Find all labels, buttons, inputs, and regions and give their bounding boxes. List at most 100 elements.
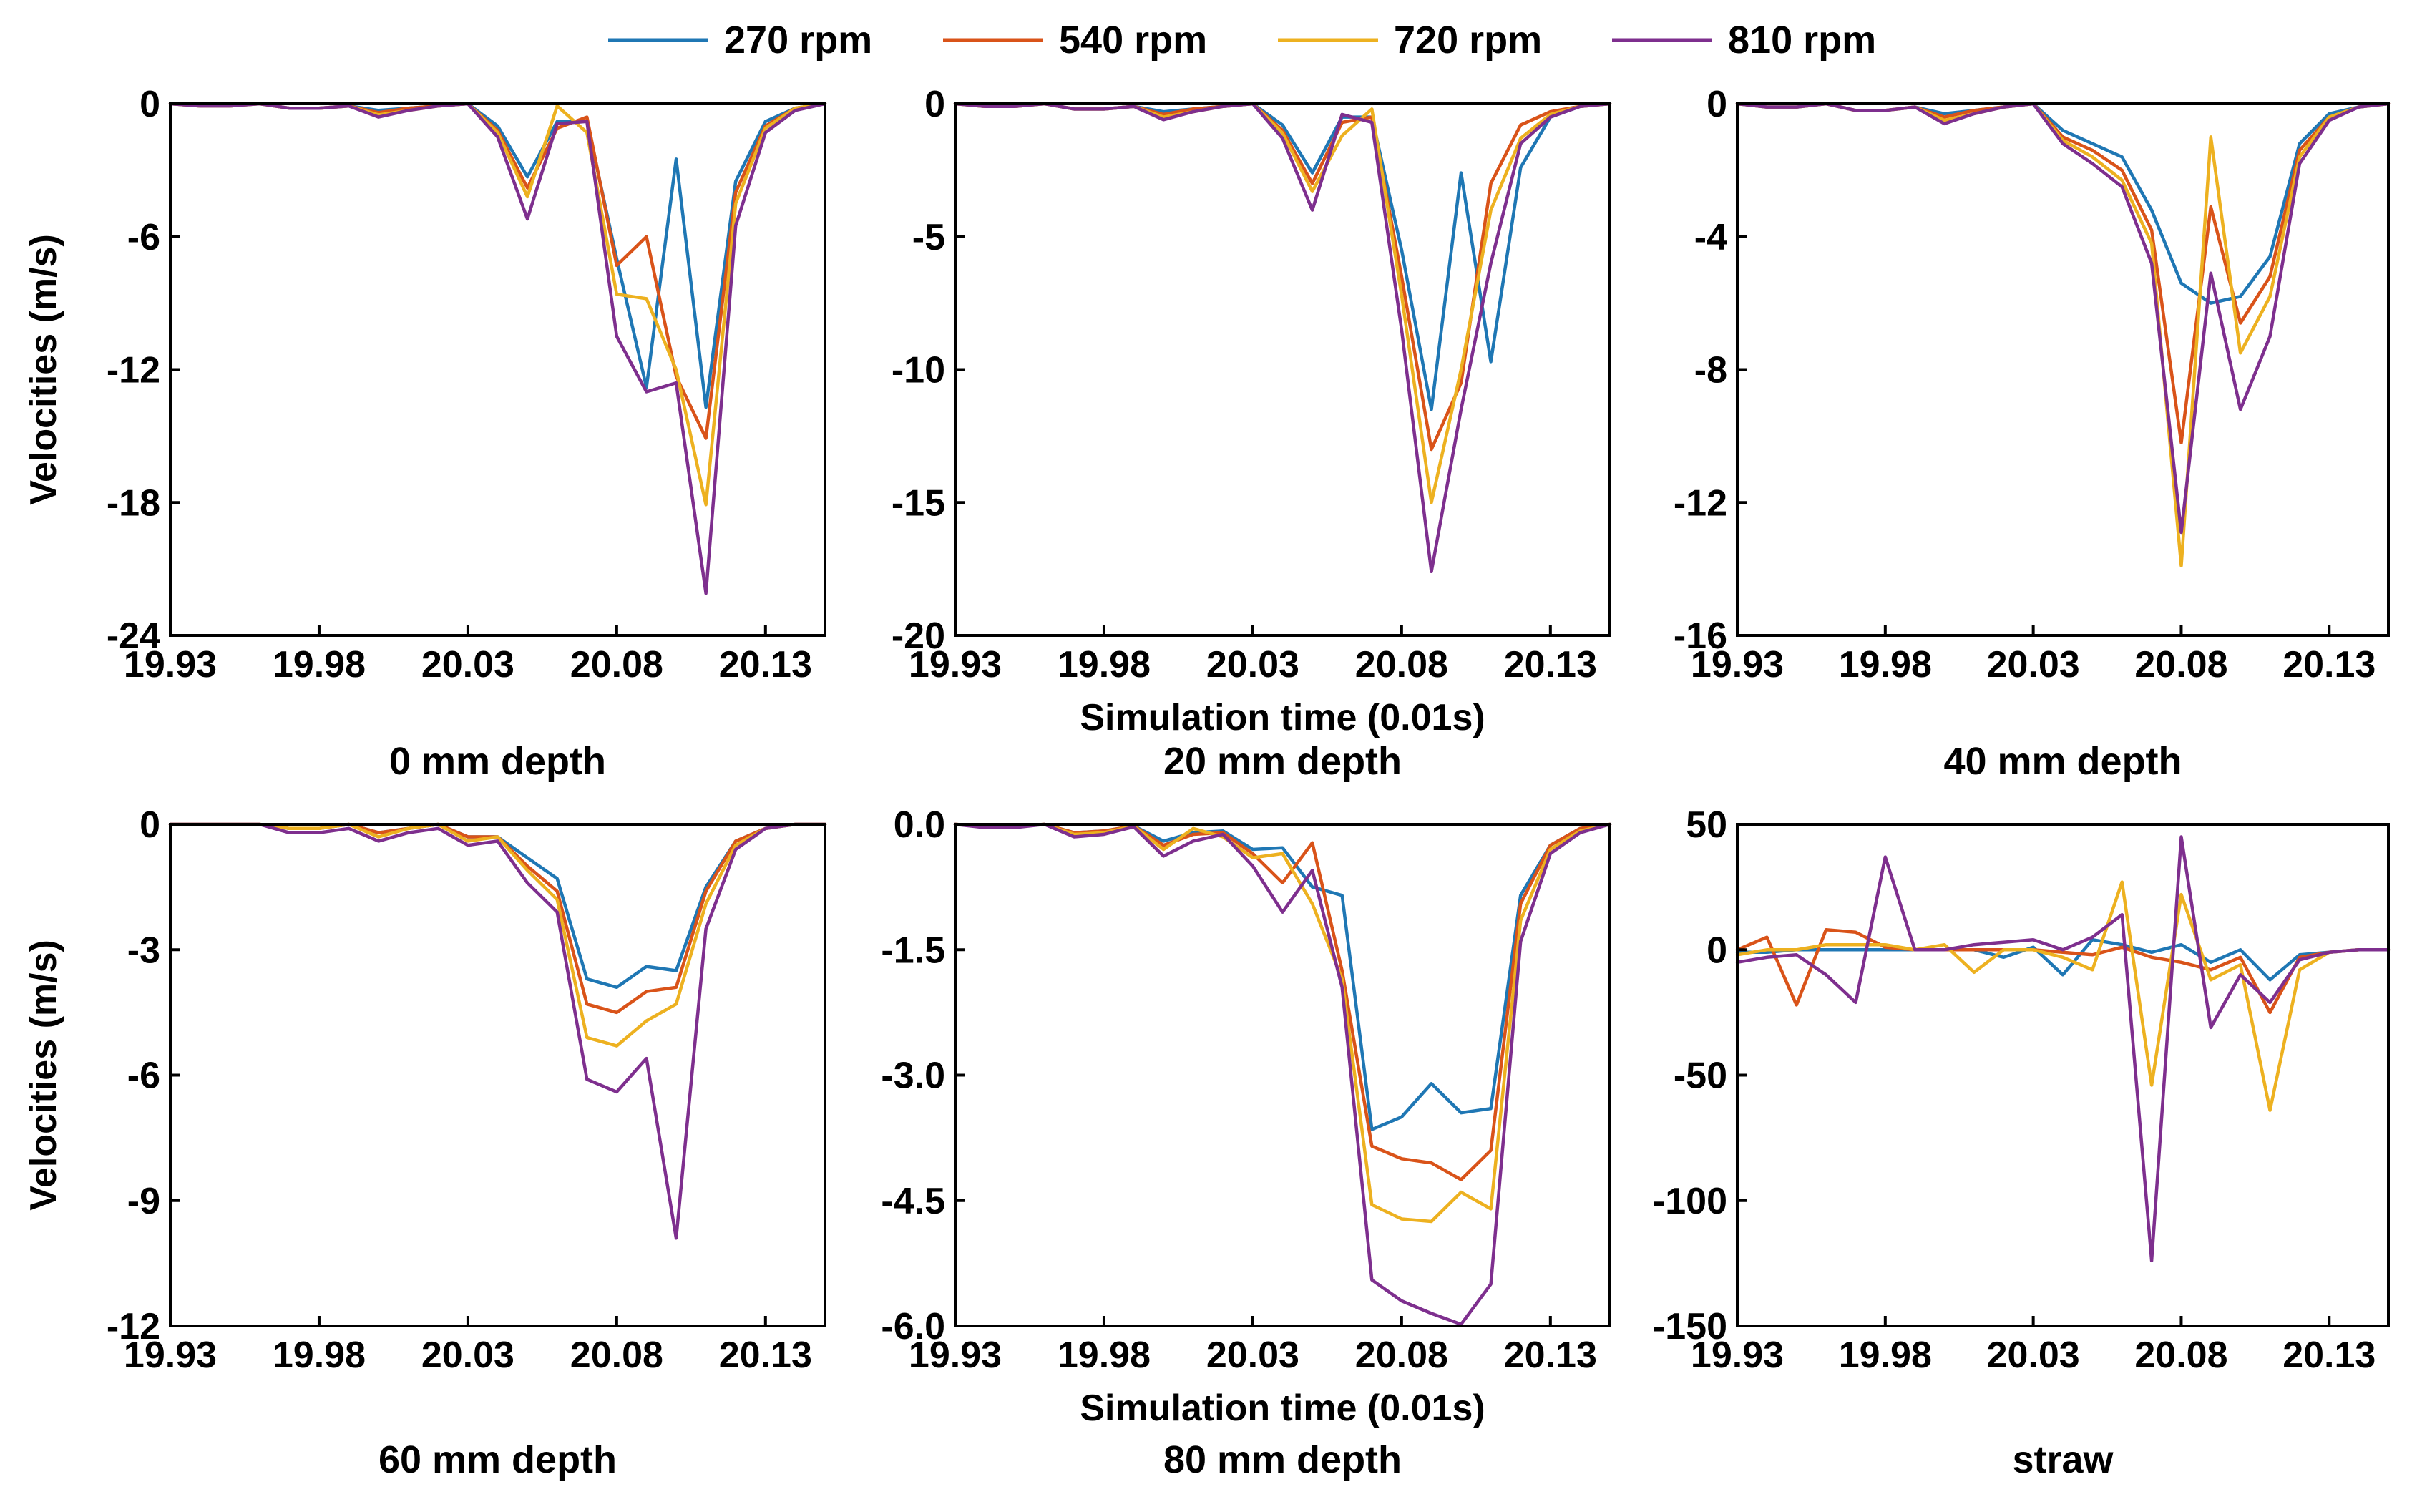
series-line-810-rpm-60mm — [168, 822, 827, 1240]
series-line-720-rpm-60mm — [168, 822, 827, 1048]
y-tick-label: -8 — [1694, 350, 1727, 391]
x-tick-label: 20.08 — [1355, 1335, 1448, 1376]
x-tick-label: 20.13 — [2282, 1335, 2376, 1376]
legend: 270 rpm 540 rpm 720 rpm 810 rpm — [608, 19, 1876, 62]
panel-title-40mm: 40 mm depth — [1943, 740, 2182, 783]
x-tick-label: 20.03 — [1206, 644, 1299, 686]
x-tick-label: 20.08 — [2134, 1335, 2227, 1376]
legend-item-720[interactable]: 720 rpm — [1278, 19, 1542, 62]
y-tick-label: -4.5 — [881, 1181, 945, 1222]
y-axis-label: Velocities (m/s) — [23, 234, 64, 505]
legend-label-540: 540 rpm — [1059, 19, 1207, 62]
plot-frame-straw — [1736, 823, 2390, 1327]
x-tick-label: 20.13 — [2282, 644, 2376, 686]
legend-item-540[interactable]: 540 rpm — [943, 19, 1207, 62]
series-line-270-rpm-20mm — [953, 102, 1612, 411]
panel-title-20mm: 20 mm depth — [1163, 740, 1402, 783]
x-tick-label: 20.03 — [1206, 1335, 1299, 1376]
x-tick-label: 19.93 — [909, 1335, 1002, 1376]
x-tick-label: 20.13 — [719, 1335, 812, 1376]
panel-title-0mm: 0 mm depth — [389, 740, 606, 783]
y-tick-label: -12 — [107, 1306, 160, 1347]
y-tick-label: 0.0 — [894, 804, 945, 846]
y-tick-label: -24 — [107, 615, 160, 657]
legend-label-720: 720 rpm — [1394, 19, 1542, 62]
y-tick-label: -9 — [127, 1181, 160, 1222]
series-line-810-rpm-80mm — [953, 822, 1612, 1326]
series-line-810-rpm-straw — [1735, 835, 2391, 1263]
series-line-720-rpm-0mm — [168, 102, 827, 507]
panel-80mm: 0.0 -1.5 -3.0 -4.5 -6.019.93 19.98 20.03 20.08 2… — [881, 804, 1612, 1481]
y-tick-label: -4 — [1694, 217, 1727, 258]
panel-title-straw: straw — [2012, 1438, 2114, 1481]
x-tick-label: 19.93 — [1691, 644, 1784, 686]
y-axis-label: Velocities (m/s) — [23, 940, 64, 1211]
legend-label-810: 810 rpm — [1728, 19, 1876, 62]
y-tick-label: -6.0 — [881, 1306, 945, 1347]
y-tick-label: 50 — [1686, 804, 1727, 846]
y-tick-label: 0 — [924, 84, 945, 125]
y-tick-label: -3.0 — [881, 1055, 945, 1097]
x-tick-label: 20.08 — [570, 644, 663, 686]
x-tick-label: 20.08 — [2134, 644, 2227, 686]
series-line-540-rpm-40mm — [1735, 102, 2391, 444]
y-tick-label: -3 — [127, 930, 160, 971]
legend-label-270: 270 rpm — [724, 19, 872, 62]
y-tick-label: -1.5 — [881, 930, 945, 971]
y-tick-label: 0 — [140, 804, 160, 846]
x-tick-label: 19.98 — [273, 644, 366, 686]
series-line-720-rpm-straw — [1735, 880, 2391, 1112]
x-tick-label: 19.98 — [273, 1335, 366, 1376]
y-tick-label: -20 — [892, 615, 945, 657]
x-tick-label: 19.93 — [124, 644, 217, 686]
x-tick-label: 20.13 — [1504, 1335, 1597, 1376]
legend-item-810[interactable]: 810 rpm — [1612, 19, 1876, 62]
y-tick-label: -15 — [892, 482, 945, 524]
y-tick-label: -12 — [107, 350, 160, 391]
x-tick-label: 19.98 — [1058, 1335, 1151, 1376]
y-tick-label: -100 — [1653, 1181, 1727, 1222]
y-tick-label: -5 — [912, 217, 945, 258]
series-line-540-rpm-straw — [1735, 927, 2391, 1015]
y-tick-label: -150 — [1653, 1306, 1727, 1347]
series-line-810-rpm-20mm — [953, 102, 1612, 574]
y-tick-label: -50 — [1674, 1055, 1727, 1097]
series-line-810-rpm-0mm — [168, 102, 827, 595]
series-line-810-rpm-40mm — [1735, 102, 2391, 535]
x-tick-label: 19.93 — [909, 644, 1002, 686]
x-axis-label: Simulation time (0.01s) — [1080, 697, 1485, 738]
series-line-270-rpm-straw — [1735, 937, 2391, 982]
x-tick-label: 19.93 — [1691, 1335, 1784, 1376]
y-tick-label: -12 — [1674, 482, 1727, 524]
series-line-270-rpm-60mm — [168, 822, 827, 990]
y-tick-label: 0 — [140, 84, 160, 125]
x-tick-label: 20.13 — [719, 644, 812, 686]
series-line-540-rpm-0mm — [168, 102, 827, 440]
series-line-720-rpm-20mm — [953, 102, 1612, 504]
x-tick-label: 20.03 — [421, 1335, 514, 1376]
plot-frame-80mm — [954, 823, 1611, 1327]
x-tick-label: 20.03 — [421, 644, 514, 686]
x-tick-label: 20.08 — [1355, 644, 1448, 686]
x-tick-label: 19.98 — [1839, 1335, 1932, 1376]
x-tick-label: 19.93 — [124, 1335, 217, 1376]
x-tick-label: 20.03 — [1987, 644, 2080, 686]
plot-frame-60mm — [169, 823, 826, 1327]
x-tick-label: 19.98 — [1058, 644, 1151, 686]
x-tick-label: 20.08 — [570, 1335, 663, 1376]
y-tick-label: -18 — [107, 482, 160, 524]
panel-title-60mm: 60 mm depth — [379, 1438, 617, 1481]
legend-item-270[interactable]: 270 rpm — [608, 19, 872, 62]
x-tick-label: 20.13 — [1504, 644, 1597, 686]
y-tick-label: -10 — [892, 350, 945, 391]
x-axis-label: Simulation time (0.01s) — [1080, 1387, 1485, 1429]
x-tick-label: 20.03 — [1987, 1335, 2080, 1376]
x-tick-label: 19.98 — [1839, 644, 1932, 686]
y-tick-label: -6 — [127, 217, 160, 258]
